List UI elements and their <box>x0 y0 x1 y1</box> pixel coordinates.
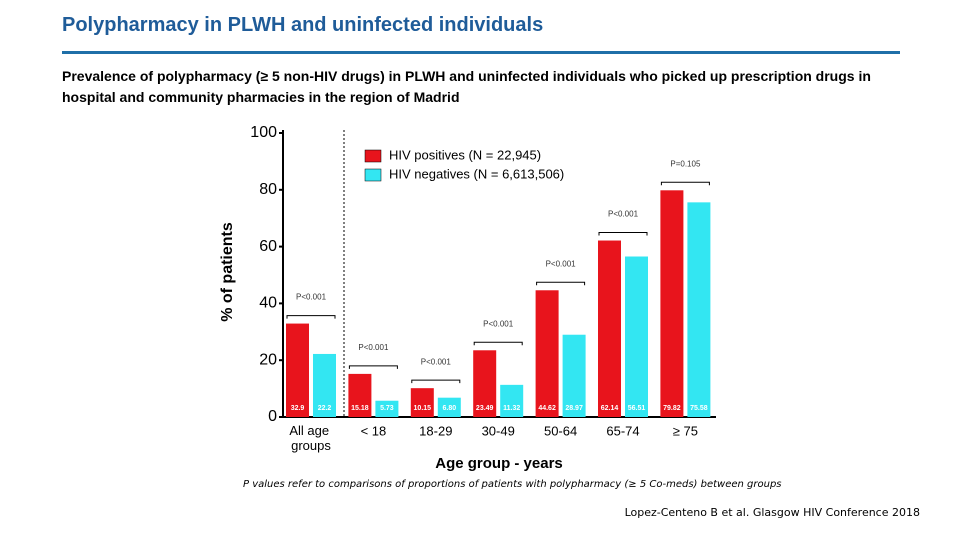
p-bracket <box>348 365 398 369</box>
value-label: 75.58 <box>690 405 708 412</box>
bar <box>313 353 336 417</box>
value-label: 44.62 <box>538 405 556 412</box>
p-value: P<0.001 <box>483 319 514 328</box>
x-axis-label: Age group - years <box>435 455 563 472</box>
bar <box>286 323 309 417</box>
value-label: 28.97 <box>565 405 583 412</box>
bar <box>437 397 461 417</box>
bar <box>375 400 399 417</box>
bar <box>348 373 372 417</box>
y-tick-label: 80 <box>259 181 277 198</box>
y-tick-label: 60 <box>259 238 277 255</box>
y-tick-label: 100 <box>250 124 277 141</box>
x-tick-label: 65-74 <box>606 423 639 438</box>
p-bracket <box>536 281 586 286</box>
x-tick-label: 50-64 <box>544 423 577 438</box>
value-label: 22.2 <box>318 405 332 412</box>
bar <box>410 388 434 417</box>
slide-title: Polypharmacy in PLWH and uninfected indi… <box>62 14 544 36</box>
p-bracket <box>411 379 461 384</box>
bar <box>473 350 497 417</box>
legend-swatch <box>364 168 382 182</box>
value-label: 15.18 <box>351 405 369 412</box>
value-label: 23.49 <box>476 405 494 412</box>
p-value: P<0.001 <box>421 357 452 366</box>
bar <box>562 334 586 417</box>
x-tick-label: All age groups <box>289 423 332 453</box>
bar <box>687 202 711 417</box>
bar <box>625 256 648 417</box>
p-value: P<0.001 <box>296 293 327 302</box>
p-bracket <box>286 315 336 319</box>
bar <box>535 290 559 417</box>
citation: Lopez-Centeno B et al. Glasgow HIV Confe… <box>624 506 920 519</box>
x-tick-label: 30-49 <box>482 423 515 438</box>
p-value: P<0.001 <box>358 343 389 352</box>
p-value: P=0.105 <box>670 159 701 168</box>
p-bracket <box>660 181 710 186</box>
value-label: 11.32 <box>503 405 520 412</box>
x-tick-label: < 18 <box>361 423 387 438</box>
footnote: P values refer to comparisons of proport… <box>243 479 782 490</box>
bar <box>660 190 684 417</box>
p-value: P<0.001 <box>608 210 639 219</box>
value-label: 62.14 <box>601 405 619 412</box>
legend-label: HIV negatives (N = 6,613,506) <box>389 166 564 181</box>
x-tick-label: ≥ 75 <box>673 423 698 438</box>
bar <box>598 240 621 417</box>
p-bracket <box>473 341 523 346</box>
y-tick-label: 20 <box>259 351 277 368</box>
value-label: 79.82 <box>663 405 681 412</box>
value-label: 6.80 <box>442 405 456 412</box>
y-axis-label: % of patients <box>219 222 236 322</box>
value-label: 5.73 <box>380 405 394 412</box>
p-value: P<0.001 <box>546 259 577 268</box>
value-label: 32.9 <box>291 405 305 412</box>
y-tick-label: 0 <box>268 408 277 425</box>
value-label: 56.51 <box>628 405 646 412</box>
legend-label: HIV positives (N = 22,945) <box>389 147 541 162</box>
x-tick-label: 18-29 <box>419 423 452 438</box>
y-tick-label: 40 <box>259 295 277 312</box>
value-label: 10.15 <box>414 405 432 412</box>
p-bracket <box>598 232 648 236</box>
description: Prevalence of polypharmacy (≥ 5 non-HIV … <box>62 68 871 105</box>
title-rule <box>62 51 900 54</box>
legend-swatch <box>364 149 382 163</box>
bar <box>500 384 524 417</box>
